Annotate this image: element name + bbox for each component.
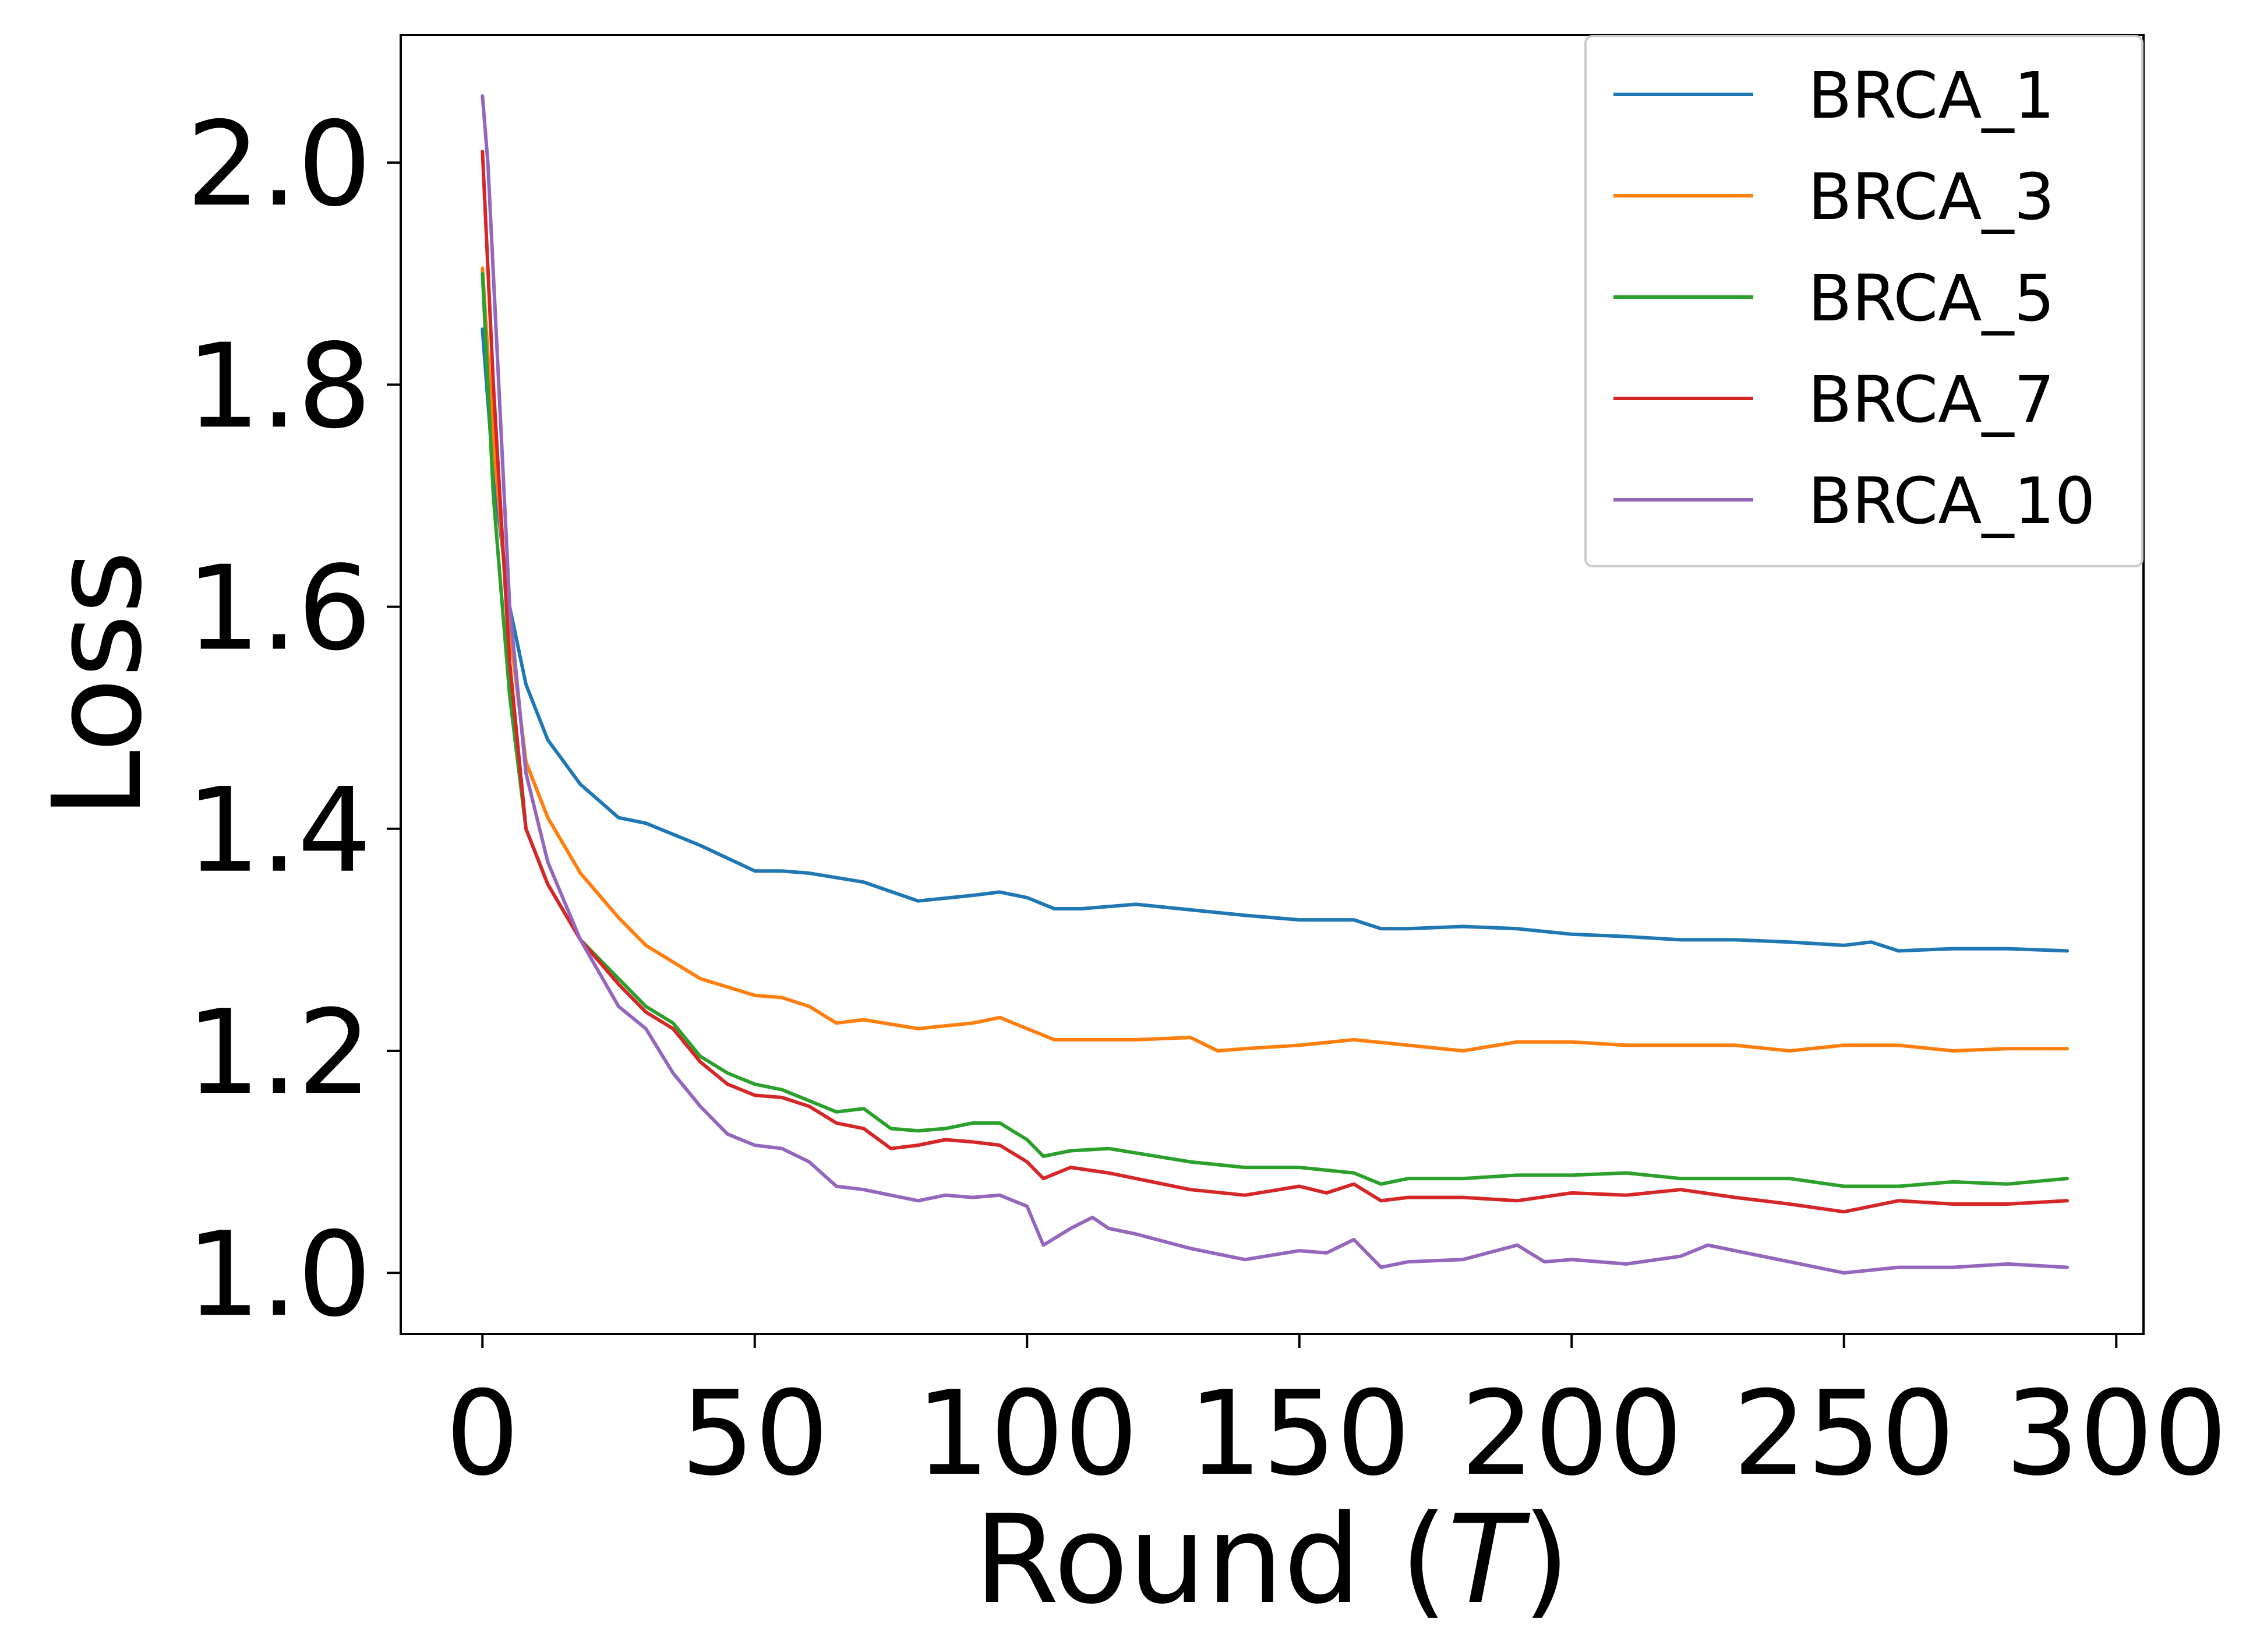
legend-label: BRCA_10 — [1808, 464, 2095, 538]
series-line-brca-7 — [481, 150, 2070, 1214]
legend-item-brca-10: BRCA_10 — [1613, 464, 2095, 538]
x-tick-label: 250 — [1733, 1366, 1955, 1502]
y-tick-label: 1.4 — [186, 763, 372, 899]
series-line-brca-5 — [481, 271, 2070, 1188]
y-axis-label: Loss — [26, 550, 169, 819]
y-tick-label: 1.6 — [186, 541, 372, 677]
y-tick-label: 1.0 — [186, 1207, 372, 1343]
legend: BRCA_1 BRCA_3 BRCA_5 BRCA_7 BRCA_10 — [1584, 35, 2143, 567]
x-tick-label: 0 — [446, 1366, 520, 1502]
x-axis-ticks: 0 50 100 150 200 250 300 — [446, 1334, 2227, 1502]
legend-label: BRCA_1 — [1808, 58, 2054, 133]
x-tick-label: 200 — [1460, 1366, 1683, 1502]
x-tick-label: 150 — [1188, 1366, 1411, 1502]
legend-label: BRCA_7 — [1808, 362, 2054, 437]
legend-item-brca-5: BRCA_5 — [1613, 261, 2054, 336]
x-tick-label: 100 — [916, 1366, 1138, 1502]
series-layer — [481, 94, 2070, 1275]
x-tick-label: 50 — [681, 1366, 829, 1502]
x-tick-label: 300 — [2005, 1366, 2227, 1502]
y-axis-ticks: 1.0 1.2 1.4 1.6 1.8 2.0 — [186, 97, 401, 1343]
x-axis-label-variable: T — [1447, 1488, 1530, 1631]
y-tick-label: 1.8 — [186, 319, 372, 454]
y-tick-label: 2.0 — [186, 97, 372, 232]
x-axis-label-close: ) — [1523, 1488, 1570, 1631]
legend-item-brca-3: BRCA_3 — [1613, 160, 2054, 234]
series-line-brca-3 — [481, 266, 2070, 1053]
series-line-brca-1 — [481, 327, 2070, 953]
legend-items: BRCA_1 BRCA_3 BRCA_5 BRCA_7 BRCA_10 — [1613, 58, 2095, 538]
legend-label: BRCA_5 — [1808, 261, 2054, 336]
x-axis-label-text: Round ( — [974, 1488, 1447, 1631]
legend-item-brca-1: BRCA_1 — [1613, 58, 2054, 133]
plot-area — [400, 34, 2145, 1335]
x-axis-label: Round (T) — [974, 1488, 1570, 1631]
legend-label: BRCA_3 — [1808, 160, 2054, 234]
y-tick-label: 1.2 — [186, 985, 372, 1121]
legend-item-brca-7: BRCA_7 — [1613, 362, 2054, 437]
plot-frame — [400, 34, 2145, 1335]
legend-box — [1584, 35, 2143, 567]
series-line-brca-10 — [481, 94, 2070, 1275]
